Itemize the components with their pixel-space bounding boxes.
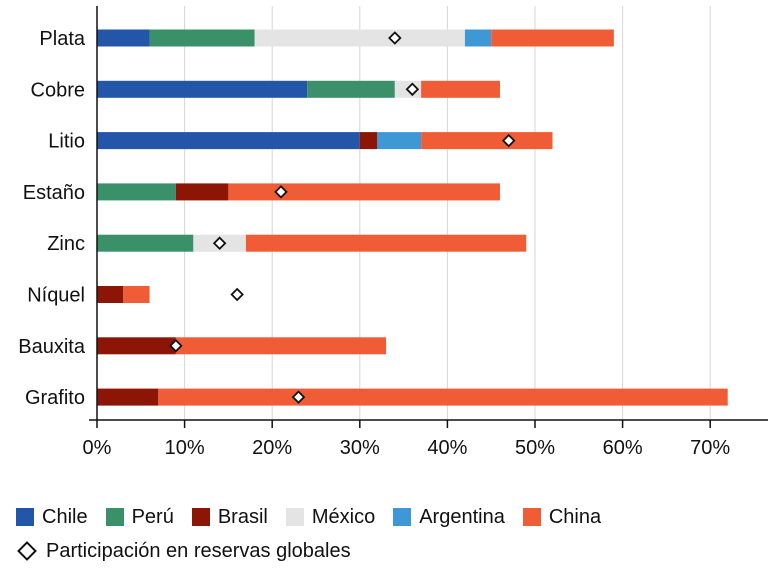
legend-label: Chile [42, 505, 88, 528]
reserve-marker-3 [274, 185, 288, 199]
category-label: Plata [39, 28, 85, 50]
legend-swatch [105, 508, 124, 526]
bar-chile-2 [97, 132, 360, 150]
legend-marker-row: Participación en reservas globales [16, 537, 756, 565]
reserve-marker-7 [291, 390, 306, 404]
x-tick-label: 60% [603, 437, 643, 459]
bar-brasil-6 [97, 337, 176, 355]
legend-item-chile: Chile [16, 506, 88, 529]
bar-china-4 [245, 234, 527, 252]
category-label: Bauxita [18, 336, 86, 358]
legend-item-argentina: Argentina [393, 506, 505, 529]
bar-argentina-2 [377, 132, 422, 150]
legend-item-méxico: México [285, 505, 376, 529]
legend-series-row: Chile Perú Brasil México Argentina China [16, 503, 756, 531]
category-label: Cobre [31, 79, 85, 101]
bar-chile-0 [97, 29, 150, 47]
x-tick-label: 0% [83, 437, 112, 459]
legend-swatch [16, 508, 34, 526]
bar-perú-0 [149, 29, 255, 47]
legend-item-perú: Perú [105, 505, 174, 529]
legend-label: Argentina [419, 505, 505, 528]
bar-perú-1 [307, 80, 395, 98]
legend-label: Perú [131, 505, 174, 528]
bar-brasil-2 [359, 132, 378, 150]
bar-china-5 [123, 286, 150, 303]
bar-méxico-0 [254, 29, 465, 47]
legend-swatch [522, 508, 541, 526]
reserve-marker-1 [405, 82, 420, 97]
legend-swatch [285, 508, 304, 526]
bar-brasil-3 [175, 183, 229, 201]
reserve-marker-2 [501, 133, 516, 148]
legend-swatch [191, 508, 210, 526]
bar-perú-4 [97, 234, 194, 252]
x-tick-label: 10% [165, 437, 205, 459]
gridlines [184, 6, 711, 420]
legend-item-china: China [522, 505, 602, 529]
bar-brasil-5 [97, 286, 124, 303]
legend-label: México [311, 505, 376, 528]
bar-brasil-7 [97, 388, 159, 406]
markers [169, 31, 516, 404]
bar-perú-3 [97, 183, 176, 201]
reserve-marker-6 [169, 339, 183, 353]
bar-chile-1 [97, 80, 308, 98]
axes: Plata Cobre Litio Estaño Zinc Níquel Bauxita Gr… [18, 6, 768, 459]
reserve-marker-5 [230, 287, 244, 302]
bar-china-3 [228, 183, 500, 201]
diamond-marker-icon [17, 541, 37, 561]
category-label: Zinc [47, 233, 85, 255]
legend-marker-label: Participación en reservas globales [46, 539, 351, 562]
x-tick-label: 50% [515, 437, 555, 459]
category-label: Estaño [23, 182, 85, 204]
bar-china-6 [175, 337, 387, 355]
x-tick-label: 70% [690, 437, 730, 459]
bar-china-0 [491, 29, 614, 47]
legend-item-brasil: Brasil [191, 505, 268, 529]
bar-china-2 [421, 132, 553, 150]
x-tick-label: 30% [340, 437, 380, 459]
category-label: Grafito [25, 387, 85, 409]
legend-label: Brasil [217, 505, 268, 528]
reserve-marker-0 [388, 31, 402, 45]
bar-argentina-0 [464, 29, 492, 47]
category-label: Níquel [27, 285, 85, 307]
category-label: Litio [48, 131, 85, 153]
bar-china-7 [158, 388, 728, 406]
legend: Chile Perú Brasil México Argentina China Part… [16, 503, 756, 565]
reserve-marker-4 [212, 236, 227, 250]
x-tick-label: 20% [252, 437, 292, 459]
x-tick-label: 40% [427, 437, 467, 459]
legend-label: China [548, 505, 602, 528]
legend-swatch [393, 508, 412, 526]
bar-china-1 [421, 80, 500, 98]
